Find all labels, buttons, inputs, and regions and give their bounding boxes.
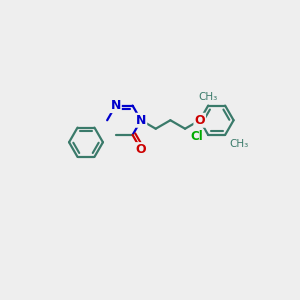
Text: O: O	[194, 114, 205, 127]
Text: CH₃: CH₃	[229, 139, 248, 149]
Text: Cl: Cl	[191, 130, 204, 143]
Text: CH₃: CH₃	[199, 92, 218, 102]
Text: O: O	[136, 143, 146, 156]
Text: N: N	[110, 99, 121, 112]
Text: N: N	[136, 114, 146, 127]
